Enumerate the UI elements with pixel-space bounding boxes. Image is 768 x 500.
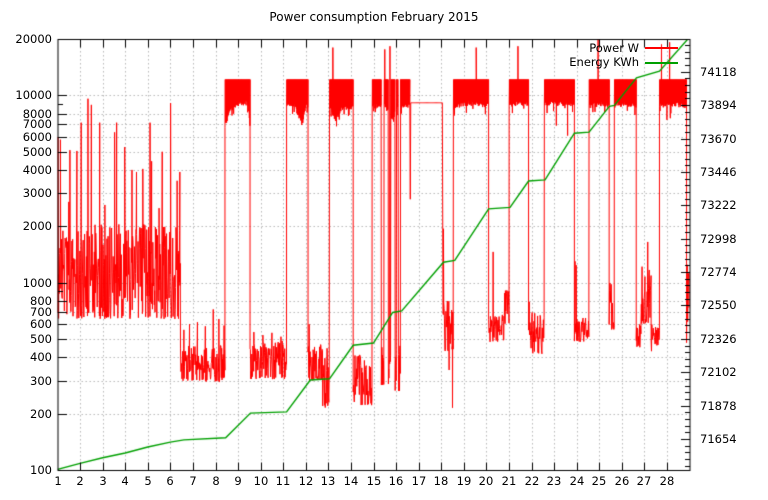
x-axis-tick-label: 8 <box>212 474 220 488</box>
x-axis-tick-label: 9 <box>234 474 242 488</box>
x-axis-tick-label: 17 <box>411 474 427 488</box>
y-left-tick-label: 200 <box>30 407 52 421</box>
x-axis-tick-label: 28 <box>659 474 675 488</box>
x-axis-tick-label: 1 <box>54 474 62 488</box>
x-axis-tick-label: 19 <box>456 474 472 488</box>
y-left-tick-label: 300 <box>30 374 52 388</box>
x-axis-tick-label: 27 <box>636 474 652 488</box>
x-axis-tick-label: 6 <box>166 474 174 488</box>
y-left-tick-label: 7000 <box>22 117 52 131</box>
x-axis-tick-label: 14 <box>343 474 359 488</box>
x-axis-tick-label: 16 <box>388 474 404 488</box>
y-left-tick-label: 500 <box>30 332 52 346</box>
x-axis-tick-label: 4 <box>121 474 129 488</box>
y-left-tick-label: 100 <box>30 463 52 477</box>
y-right-tick-label: 72998 <box>700 232 737 246</box>
legend-label-power: Power W <box>589 41 639 55</box>
y-left-tick-label: 1000 <box>22 276 52 290</box>
legend-line-sample-power <box>645 47 678 49</box>
x-axis-tick-label: 26 <box>614 474 630 488</box>
legend-line-sample-energy <box>645 62 678 64</box>
x-axis-tick-label: 20 <box>478 474 494 488</box>
x-axis-tick-label: 13 <box>320 474 336 488</box>
x-axis-tick-label: 2 <box>76 474 84 488</box>
y-left-tick-label: 400 <box>30 350 52 364</box>
y-left-tick-label: 20000 <box>15 32 52 46</box>
y-right-tick-label: 72326 <box>700 332 737 346</box>
y-right-tick-label: 73894 <box>700 98 737 112</box>
legend-label-energy: Energy KWh <box>569 55 639 69</box>
y-left-tick-label: 5000 <box>22 145 52 159</box>
y-right-tick-label: 72102 <box>700 365 737 379</box>
x-axis-tick-label: 18 <box>433 474 449 488</box>
y-left-tick-label: 10000 <box>15 88 52 102</box>
x-axis-tick-label: 22 <box>524 474 540 488</box>
chart-title: Power consumption February 2015 <box>269 10 479 24</box>
y-left-tick-label: 8000 <box>22 107 52 121</box>
x-axis-tick-label: 10 <box>253 474 269 488</box>
y-right-tick-label: 71654 <box>700 432 737 446</box>
y-left-tick-label: 800 <box>30 294 52 308</box>
y-right-tick-label: 72774 <box>700 265 737 279</box>
y-right-tick-label: 73222 <box>700 198 737 212</box>
x-axis-tick-label: 5 <box>144 474 152 488</box>
x-axis-tick-label: 11 <box>275 474 291 488</box>
y-left-tick-label: 700 <box>30 305 52 319</box>
y-left-tick-label: 2000 <box>22 219 52 233</box>
y-left-tick-label: 4000 <box>22 163 52 177</box>
y-left-tick-label: 3000 <box>22 186 52 200</box>
x-axis-tick-label: 21 <box>501 474 517 488</box>
y-right-tick-label: 72550 <box>700 298 737 312</box>
y-right-tick-label: 73446 <box>700 165 737 179</box>
x-axis-tick-label: 12 <box>298 474 314 488</box>
x-axis-tick-label: 23 <box>546 474 562 488</box>
y-left-tick-label: 600 <box>30 317 52 331</box>
y-right-tick-label: 74118 <box>700 65 737 79</box>
x-axis-tick-label: 15 <box>366 474 382 488</box>
y-left-tick-label: 6000 <box>22 130 52 144</box>
x-axis-tick-label: 3 <box>99 474 107 488</box>
x-axis-tick-label: 25 <box>591 474 607 488</box>
x-axis-tick-label: 24 <box>569 474 585 488</box>
y-right-tick-label: 71878 <box>700 399 737 413</box>
y-right-tick-label: 73670 <box>700 132 737 146</box>
x-axis-tick-label: 7 <box>189 474 197 488</box>
